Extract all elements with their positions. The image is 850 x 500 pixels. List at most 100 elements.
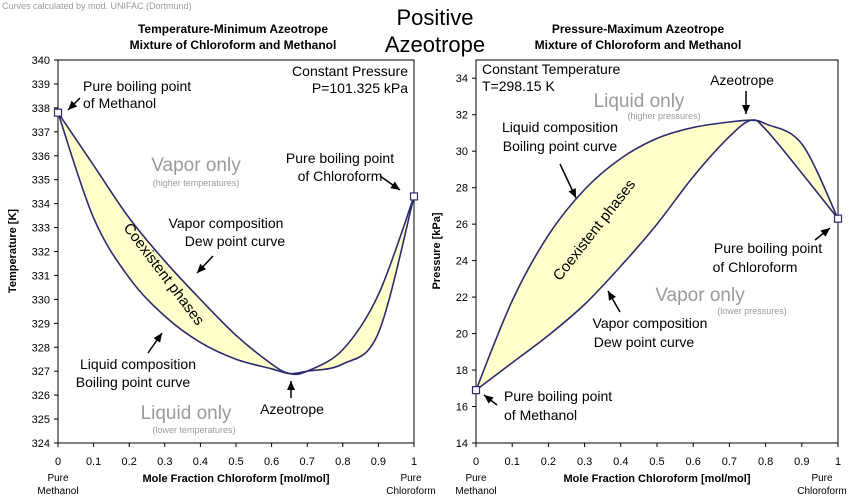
chart0-dew-curve bbox=[57, 112, 415, 376]
chart0-pure-component-point bbox=[409, 192, 419, 201]
chart0-pure-right-line2: of Chloroform bbox=[298, 168, 383, 184]
chart0-x-right-end-line1: Pure bbox=[400, 473, 422, 484]
arrowhead bbox=[287, 381, 295, 390]
chart1-x-left-end-line1: Pure bbox=[465, 473, 487, 484]
chart0-y-tick-label: 331 bbox=[32, 270, 50, 282]
chart0-y-tick-label: 339 bbox=[32, 79, 50, 91]
chart1-y-tick-label: 20 bbox=[456, 329, 468, 341]
chart1-y-tick-label: 28 bbox=[456, 183, 468, 195]
chart0-y-tick-label: 340 bbox=[32, 55, 50, 67]
chart0-dew-label-line1: Vapor composition bbox=[169, 215, 284, 231]
chart1-azeotrope-label: Azeotrope bbox=[710, 72, 774, 88]
chart1-dew-curve bbox=[475, 119, 839, 391]
chart1-x-tick-label: 0.8 bbox=[758, 456, 773, 468]
chart0-title-line1: Temperature-Minimum Azeotrope bbox=[138, 22, 328, 36]
chart1-y-tick-label: 26 bbox=[456, 219, 468, 231]
chart1-pure-component-point bbox=[833, 214, 843, 223]
chart1-corner-line2: T=298.15 K bbox=[482, 78, 555, 94]
arrowhead bbox=[568, 188, 576, 198]
chart1-y-tick-label: 32 bbox=[456, 110, 468, 122]
chart0-y-tick-label: 334 bbox=[32, 199, 50, 211]
chart1-y-axis-label: Pressure [kPa] bbox=[431, 212, 443, 289]
chart0-x-tick-label: 0.9 bbox=[371, 456, 386, 468]
pressure-chart: Pressure-Maximum Azeotrope Mixture of Ch… bbox=[431, 22, 847, 497]
credit-text: Curves calculated by mod. UNIFAC (Dortmu… bbox=[2, 1, 192, 11]
chart1-region-bottom-sub: (lower pressures) bbox=[717, 306, 787, 316]
chart1-x-tick-label: 0.5 bbox=[649, 456, 664, 468]
chart0-y-tick-label: 324 bbox=[32, 438, 50, 450]
main-title-line1: Positive bbox=[396, 5, 473, 30]
chart1-x-tick-label: 0.3 bbox=[577, 456, 592, 468]
chart0-dew-label-line2: Dew point curve bbox=[185, 233, 286, 249]
chart0-bubble-label-line1: Liquid composition bbox=[80, 356, 196, 372]
chart0-region-top-label: Vapor only bbox=[151, 155, 241, 176]
chart0-x-tick-label: 0.2 bbox=[122, 456, 137, 468]
chart0-y-tick-label: 333 bbox=[32, 223, 50, 235]
arrowhead bbox=[484, 395, 494, 404]
arrowhead bbox=[742, 105, 750, 114]
chart1-two-phase-region bbox=[476, 119, 838, 391]
chart1-pure-right-line1: Pure boiling point bbox=[714, 240, 822, 256]
chart0-pure-right-line1: Pure boiling point bbox=[286, 150, 394, 166]
chart0-y-tick-label: 325 bbox=[32, 414, 50, 426]
chart0-title-line2: Mixture of Chloroform and Methanol bbox=[130, 38, 337, 52]
chart0-pure-component-point bbox=[53, 108, 63, 117]
chart0-x-tick-label: 0.8 bbox=[335, 456, 350, 468]
chart0-pure-left-line2: of Methanol bbox=[83, 95, 156, 111]
chart1-x-tick-label: 0.7 bbox=[722, 456, 737, 468]
chart1-pure-right-line2: of Chloroform bbox=[713, 259, 798, 275]
chart1-dew-label-line1: Vapor composition bbox=[593, 315, 708, 331]
chart1-pure-left-line2: of Methanol bbox=[504, 407, 577, 423]
chart0-x-tick-label: 0.7 bbox=[300, 456, 315, 468]
chart1-y-tick-label: 30 bbox=[456, 146, 468, 158]
chart0-region-top-sub: (higher temperatures) bbox=[153, 178, 240, 188]
chart0-y-axis-label: Temperature [K] bbox=[7, 209, 19, 293]
chart1-x-tick-label: 0.1 bbox=[505, 456, 520, 468]
chart1-dew-label-line2: Dew point curve bbox=[594, 334, 695, 350]
chart1-title-line1: Pressure-Maximum Azeotrope bbox=[552, 22, 725, 36]
chart0-pure-left-line1: Pure boiling point bbox=[83, 78, 191, 94]
chart1-x-left-end-line2: Methanol bbox=[455, 486, 496, 497]
chart0-corner-line1: Constant Pressure bbox=[292, 63, 408, 79]
chart1-x-right-end-line2: Chloroform bbox=[797, 486, 846, 497]
chart0-x-tick-label: 0.5 bbox=[228, 456, 243, 468]
chart0-two-phase-region bbox=[58, 112, 414, 375]
chart1-x-tick-label: 0 bbox=[473, 456, 479, 468]
chart1-region-bottom-label: Vapor only bbox=[655, 285, 745, 306]
chart1-y-tick-label: 14 bbox=[456, 438, 468, 450]
arrowhead bbox=[197, 263, 207, 273]
chart0-y-tick-label: 327 bbox=[32, 366, 50, 378]
chart0-x-tick-label: 0 bbox=[55, 456, 61, 468]
chart1-bubble-curve bbox=[475, 119, 839, 391]
chart1-corner-line1: Constant Temperature bbox=[482, 61, 620, 77]
chart0-y-tick-label: 336 bbox=[32, 151, 50, 163]
arrowhead bbox=[608, 291, 616, 301]
chart0-x-left-end-line2: Methanol bbox=[37, 486, 78, 497]
chart0-x-axis-label: Mole Fraction Chloroform [mol/mol] bbox=[143, 473, 330, 485]
chart0-y-tick-label: 330 bbox=[32, 294, 50, 306]
chart1-pure-component-point bbox=[471, 386, 481, 395]
chart1-bubble-label-line1: Liquid composition bbox=[502, 119, 618, 135]
arrowhead bbox=[68, 100, 78, 110]
chart1-x-tick-label: 1 bbox=[835, 456, 841, 468]
chart1-y-tick-label: 18 bbox=[456, 365, 468, 377]
chart0-corner-line2: P=101.325 kPa bbox=[312, 80, 408, 96]
chart1-x-tick-label: 0.4 bbox=[613, 456, 628, 468]
arrowhead bbox=[153, 333, 162, 343]
chart0-bubble-label-line2: Boiling point curve bbox=[76, 374, 191, 390]
chart0-y-tick-label: 328 bbox=[32, 342, 50, 354]
temperature-chart: Temperature-Minimum Azeotrope Mixture of… bbox=[7, 22, 436, 497]
chart1-region-top-sub: (higher pressures) bbox=[627, 111, 700, 121]
chart1-region-top-label: Liquid only bbox=[594, 91, 685, 112]
chart1-x-axis-label: Mole Fraction Chloroform [mol/mol] bbox=[564, 473, 751, 485]
chart1-y-tick-label: 24 bbox=[456, 256, 468, 268]
chart0-x-left-end-line1: Pure bbox=[47, 473, 69, 484]
chart0-y-tick-label: 337 bbox=[32, 127, 50, 139]
chart0-region-bottom-sub: (lower temperatures) bbox=[152, 425, 235, 435]
chart1-title-line2: Mixture of Chloroform and Methanol bbox=[535, 38, 742, 52]
chart1-bubble-label-line2: Boiling point curve bbox=[503, 138, 618, 154]
chart0-azeotrope-label: Azeotrope bbox=[260, 401, 324, 417]
chart0-bubble-curve bbox=[57, 112, 415, 375]
chart0-y-tick-label: 326 bbox=[32, 390, 50, 402]
